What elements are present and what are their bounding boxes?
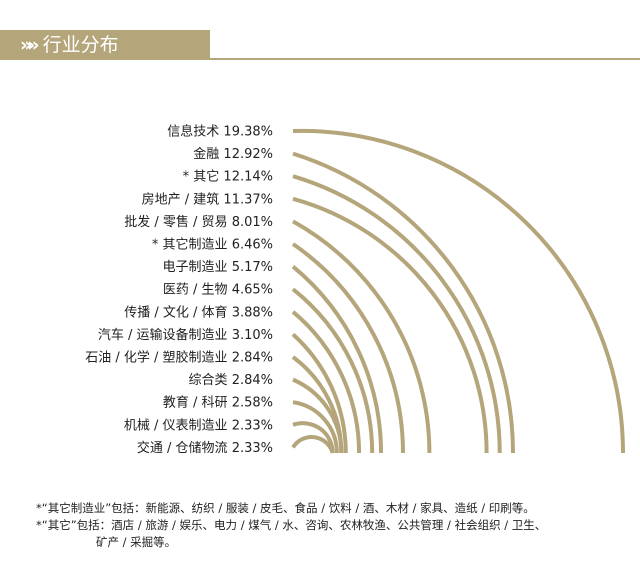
value-label: 2.84% <box>232 373 273 388</box>
value-label: 2.33% <box>232 441 273 456</box>
chart-bar <box>291 242 405 454</box>
category-label: 教育 / 科研 2.58% <box>163 395 273 411</box>
chart-bar <box>291 435 335 454</box>
chart-bar <box>292 151 515 454</box>
footnote-other: *“其它”包括：酒店 / 旅游 / 娱乐、电力 / 煤气 / 水、咨询、农林牧渔… <box>36 518 547 532</box>
industry-distribution-chart: 信息技术 19.38%金融 12.92%* 其它 12.14%房地产 / 建筑 … <box>85 124 625 456</box>
value-label: 12.14% <box>223 170 273 185</box>
category-label: 批发 / 零售 / 贸易 8.01% <box>124 214 273 230</box>
category-label: 金融 12.92% <box>193 146 273 162</box>
chart-bar <box>292 377 344 454</box>
section-title: 行业分布 <box>42 34 119 56</box>
chart-bar <box>292 196 489 454</box>
value-label: 3.88% <box>232 305 273 320</box>
category-label: 信息技术 19.38% <box>167 124 273 140</box>
category-name: 石油 / 化学 / 塑胶制造业 <box>85 350 231 366</box>
footnote-other-manufacturing: *“其它制造业”包括：新能源、纺织 / 服装 / 皮毛、食品 / 饮料 / 酒、… <box>36 501 535 515</box>
category-label: 综合类 2.84% <box>189 373 273 388</box>
category-name: 批发 / 零售 / 贸易 <box>124 214 231 230</box>
value-label: 2.84% <box>232 351 273 366</box>
category-label: 石油 / 化学 / 塑胶制造业 2.84% <box>85 350 273 366</box>
category-label: 房地产 / 建筑 11.37% <box>142 191 273 207</box>
category-label: 汽车 / 运输设备制造业 3.10% <box>98 327 273 343</box>
category-name: 机械 / 仪表制造业 <box>124 418 232 433</box>
chart-bar <box>292 400 339 454</box>
value-label: 2.33% <box>232 418 273 433</box>
chart-bar <box>291 265 384 454</box>
category-name: * 其它 <box>183 169 224 185</box>
value-label: 3.10% <box>232 328 273 343</box>
chart-bar <box>292 128 625 454</box>
value-label: 5.17% <box>232 260 273 275</box>
section-header: »» 行业分布 <box>0 30 119 60</box>
category-name: 交通 / 仓储物流 <box>137 440 232 456</box>
value-label: 8.01% <box>232 215 273 230</box>
chart-bar <box>291 310 362 454</box>
header-band <box>0 30 210 60</box>
chart-bar <box>292 219 432 454</box>
category-name: 汽车 / 运输设备制造业 <box>98 327 232 343</box>
value-label: 12.92% <box>223 147 273 162</box>
category-name: 金融 <box>193 146 223 162</box>
category-name: 传播 / 文化 / 体育 <box>124 304 231 320</box>
category-label: 医药 / 生物 4.65% <box>163 283 273 298</box>
category-name: * 其它制造业 <box>152 237 232 253</box>
category-name: 信息技术 <box>167 124 223 140</box>
category-label: 电子制造业 5.17% <box>163 260 273 275</box>
category-label: 交通 / 仓储物流 2.33% <box>137 440 273 456</box>
chart-bar <box>291 332 348 454</box>
chart-bar <box>292 174 502 454</box>
category-name: 综合类 <box>189 373 232 388</box>
category-label: 传播 / 文化 / 体育 3.88% <box>124 304 273 320</box>
category-name: 房地产 / 建筑 <box>142 191 224 207</box>
value-label: 2.58% <box>232 396 273 411</box>
value-label: 4.65% <box>232 283 273 298</box>
category-label: * 其它 12.14% <box>183 169 273 185</box>
category-name: 医药 / 生物 <box>163 283 232 298</box>
value-label: 19.38% <box>223 125 273 140</box>
category-name: 教育 / 科研 <box>163 395 232 411</box>
category-name: 电子制造业 <box>163 260 232 275</box>
category-labels: 信息技术 19.38%金融 12.92%* 其它 12.14%房地产 / 建筑 … <box>85 124 273 456</box>
category-label: 机械 / 仪表制造业 2.33% <box>124 418 273 433</box>
chart-bars <box>291 128 625 454</box>
header-rule <box>210 58 640 60</box>
category-label: * 其它制造业 6.46% <box>152 237 273 253</box>
footnote-other-continued: 矿产 / 采掘等。 <box>96 535 177 549</box>
footnotes: *“其它制造业”包括：新能源、纺织 / 服装 / 皮毛、食品 / 饮料 / 酒、… <box>36 500 636 551</box>
value-label: 6.46% <box>232 238 273 253</box>
chart-bar <box>291 287 375 454</box>
value-label: 11.37% <box>223 192 273 207</box>
